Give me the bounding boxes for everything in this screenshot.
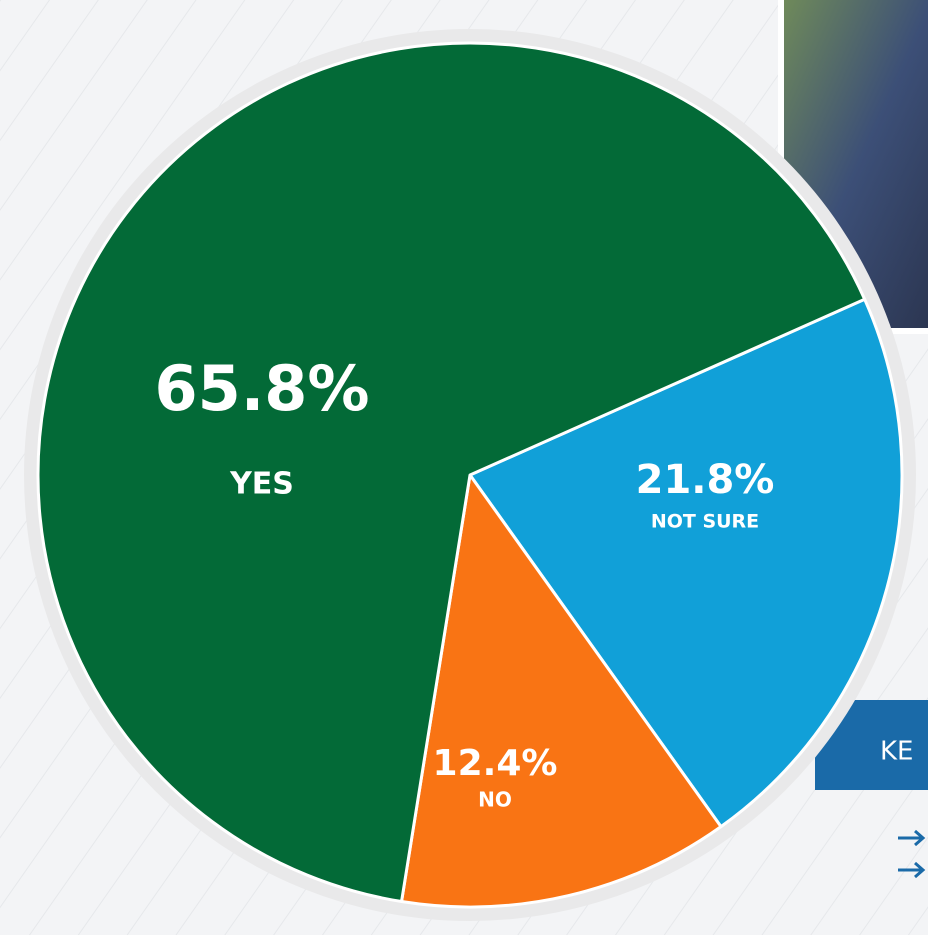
pie-slice [468, 297, 904, 829]
pie-slice [400, 473, 723, 909]
value-label: 21.8% [636, 457, 775, 503]
pie [36, 41, 904, 909]
category-label: YES [229, 467, 294, 502]
arrow [898, 861, 926, 879]
key-box-label: KE [880, 737, 913, 767]
category-label: NO [478, 788, 512, 812]
pie-slice [36, 41, 867, 904]
arrow [898, 829, 926, 847]
value-label: 65.8% [154, 352, 369, 425]
category-label: NOT SURE [651, 511, 759, 533]
value-label: 12.4% [433, 743, 558, 784]
pie-labels: 65.8% YES 21.8% NOT SURE 12.4% NO [154, 352, 774, 811]
